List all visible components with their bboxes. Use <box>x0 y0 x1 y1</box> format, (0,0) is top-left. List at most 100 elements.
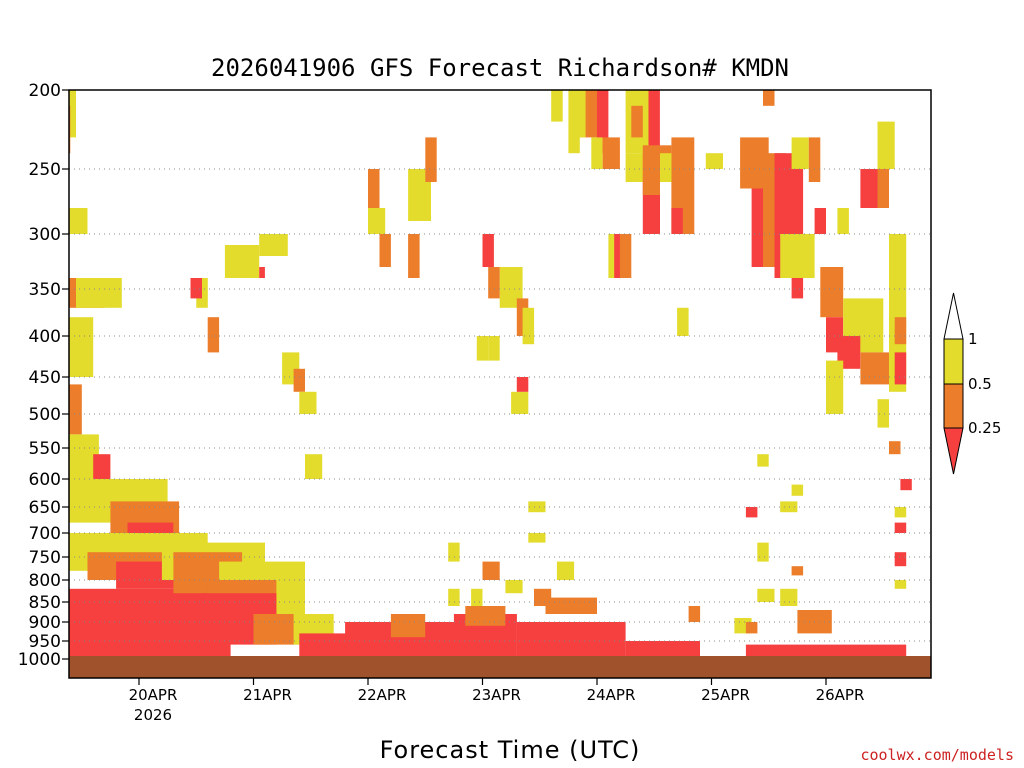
x-tick-label: 26APR <box>816 686 865 704</box>
y-tick-label: 200 <box>29 81 61 101</box>
ri-cell <box>516 298 529 336</box>
ri-cell <box>894 317 907 345</box>
y-tick-label: 300 <box>29 225 61 245</box>
x-tick-label: 25APR <box>701 686 750 704</box>
ri-cell <box>522 307 535 345</box>
ri-cell <box>69 208 88 234</box>
y-tick-label: 850 <box>29 593 61 613</box>
ri-cell <box>791 566 804 576</box>
ground-band <box>69 656 931 678</box>
ri-cell <box>69 384 82 435</box>
ri-cell <box>368 169 380 208</box>
ri-cell <box>305 454 323 479</box>
x-axis: 20APR 2026 21APR 22APR 23APR 24APR 25APR 26APR <box>129 678 865 724</box>
colorbar-level-label: 0.25 <box>968 419 1001 437</box>
y-tick-label: 250 <box>29 160 61 180</box>
plot-area <box>68 89 932 679</box>
y-tick-label: 450 <box>29 368 61 388</box>
ri-cell <box>259 234 288 256</box>
y-tick-label: 900 <box>29 613 61 633</box>
y-tick-label: 600 <box>29 470 61 490</box>
x-tick-label: 20APR <box>129 686 178 704</box>
ri-cell <box>877 121 895 169</box>
ri-cell <box>545 597 597 614</box>
ri-cell <box>791 137 809 169</box>
ri-cell <box>568 90 580 154</box>
ri-cell <box>625 153 649 182</box>
ri-cell <box>860 352 889 385</box>
ri-cell <box>625 641 700 659</box>
ri-cell <box>488 336 500 361</box>
ri-cell <box>745 507 758 518</box>
ri-cell <box>488 267 500 299</box>
colorbar-yellow <box>943 338 964 385</box>
ri-cell <box>602 137 620 169</box>
ri-cell <box>471 588 483 606</box>
ri-cell <box>574 90 586 138</box>
ri-cell <box>837 208 849 234</box>
y-tick-label: 550 <box>29 439 61 459</box>
ri-cell <box>69 317 94 377</box>
ri-cell <box>224 245 260 278</box>
ri-cell <box>780 234 815 278</box>
ri-cell <box>476 336 489 361</box>
ri-cell <box>745 622 758 634</box>
ri-cell <box>791 484 804 496</box>
ri-cell <box>619 234 632 278</box>
ri-cell <box>482 561 500 580</box>
ri-cells-layer <box>69 90 912 659</box>
ri-cell <box>837 336 861 369</box>
ri-cell <box>368 208 386 234</box>
ri-cell <box>757 588 775 602</box>
ri-cell <box>499 267 523 308</box>
colorbar-level-label: 0.5 <box>968 375 992 393</box>
ri-cell <box>465 606 506 626</box>
ri-cell <box>894 352 907 385</box>
ri-cell <box>608 234 620 278</box>
ri-cell <box>757 454 769 467</box>
ri-cell <box>763 90 775 106</box>
colorbar-orange <box>943 383 964 429</box>
y-tick-label: 650 <box>29 498 61 518</box>
colorbar-top-triangle <box>943 292 964 340</box>
ri-cell <box>889 234 907 392</box>
y-tick-label: 500 <box>29 405 61 425</box>
ri-cell <box>894 507 907 518</box>
ri-cell <box>196 278 208 308</box>
x-axis-title: Forecast Time (UTC) <box>380 736 641 764</box>
ri-cell <box>677 307 689 336</box>
ri-cell <box>534 588 552 606</box>
x-tick-label: 23APR <box>472 686 521 704</box>
ri-cell <box>408 234 420 278</box>
colorbar-level-label: 1 <box>968 330 978 348</box>
ri-cell <box>551 90 563 122</box>
y-tick-label: 1000 <box>18 650 61 670</box>
colorbar-legend: 1 0.5 0.25 <box>943 292 1001 475</box>
chart-title: 2026041906 GFS Forecast Richardson# KMDN <box>211 54 789 82</box>
ri-cell <box>780 588 798 606</box>
ri-cell <box>808 137 821 182</box>
ri-cell <box>76 278 122 308</box>
ri-cell <box>597 90 609 154</box>
ri-cell <box>528 533 546 543</box>
ri-cell <box>505 580 523 594</box>
ri-cell <box>556 561 575 580</box>
ri-cell <box>482 234 494 267</box>
ri-cell <box>877 169 889 208</box>
ri-cell <box>745 644 907 659</box>
ri-cell <box>69 90 76 138</box>
ri-cell <box>791 278 804 299</box>
x-tick-label: 21APR <box>243 686 292 704</box>
ri-cell <box>425 137 437 182</box>
ri-cell <box>293 368 305 392</box>
ri-cell <box>814 208 826 234</box>
y-tick-label: 800 <box>29 571 61 591</box>
ri-cell <box>408 169 431 221</box>
ri-cell <box>705 153 723 169</box>
y-tick-label: 950 <box>29 632 61 652</box>
ri-cell <box>631 105 643 138</box>
ri-cell <box>894 522 907 533</box>
plot-frame <box>68 89 932 679</box>
y-tick-label: 750 <box>29 548 61 568</box>
